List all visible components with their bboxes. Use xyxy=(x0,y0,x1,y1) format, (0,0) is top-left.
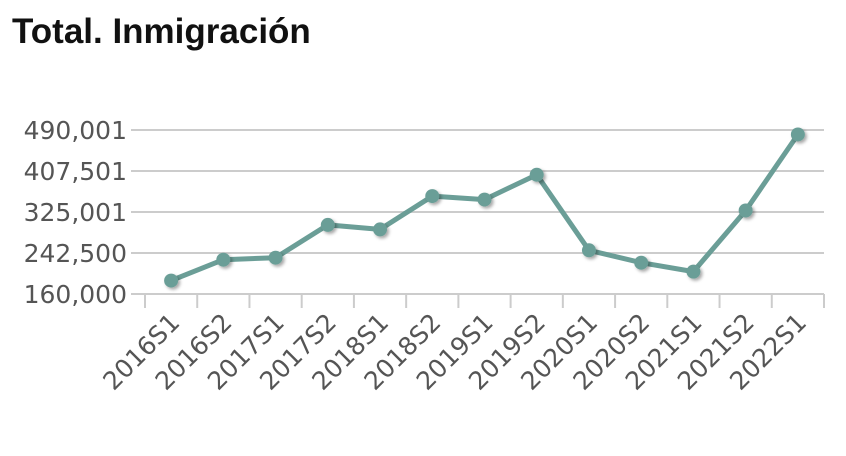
x-tick-labels: 2016S12016S22017S12017S22018S12018S22019… xyxy=(97,308,812,396)
y-tick-label: 490,001 xyxy=(24,116,127,145)
y-tick-label: 407,501 xyxy=(24,157,127,186)
y-tick-label: 242,500 xyxy=(24,239,127,268)
data-point[interactable] xyxy=(373,222,388,237)
y-tick-label: 160,000 xyxy=(24,280,127,309)
data-point[interactable] xyxy=(268,250,283,265)
data-point[interactable] xyxy=(425,189,440,204)
y-tick-label: 325,001 xyxy=(24,198,127,227)
data-point[interactable] xyxy=(738,203,753,218)
grid-lines xyxy=(131,129,824,255)
data-point[interactable] xyxy=(216,252,231,267)
x-axis xyxy=(131,293,825,308)
y-tick-labels: 490,001 407,501 325,001 242,500 160,000 xyxy=(24,116,127,309)
data-points xyxy=(164,127,805,288)
chart-title: Total. Inmigración xyxy=(12,12,311,51)
data-point[interactable] xyxy=(477,192,492,207)
data-point[interactable] xyxy=(686,264,701,279)
data-point[interactable] xyxy=(581,243,596,258)
data-point[interactable] xyxy=(320,217,335,232)
data-point[interactable] xyxy=(634,255,649,270)
series-line-path xyxy=(168,132,801,284)
data-point[interactable] xyxy=(164,273,179,288)
series-line xyxy=(168,132,801,284)
data-point[interactable] xyxy=(790,127,805,142)
data-point[interactable] xyxy=(529,167,544,182)
